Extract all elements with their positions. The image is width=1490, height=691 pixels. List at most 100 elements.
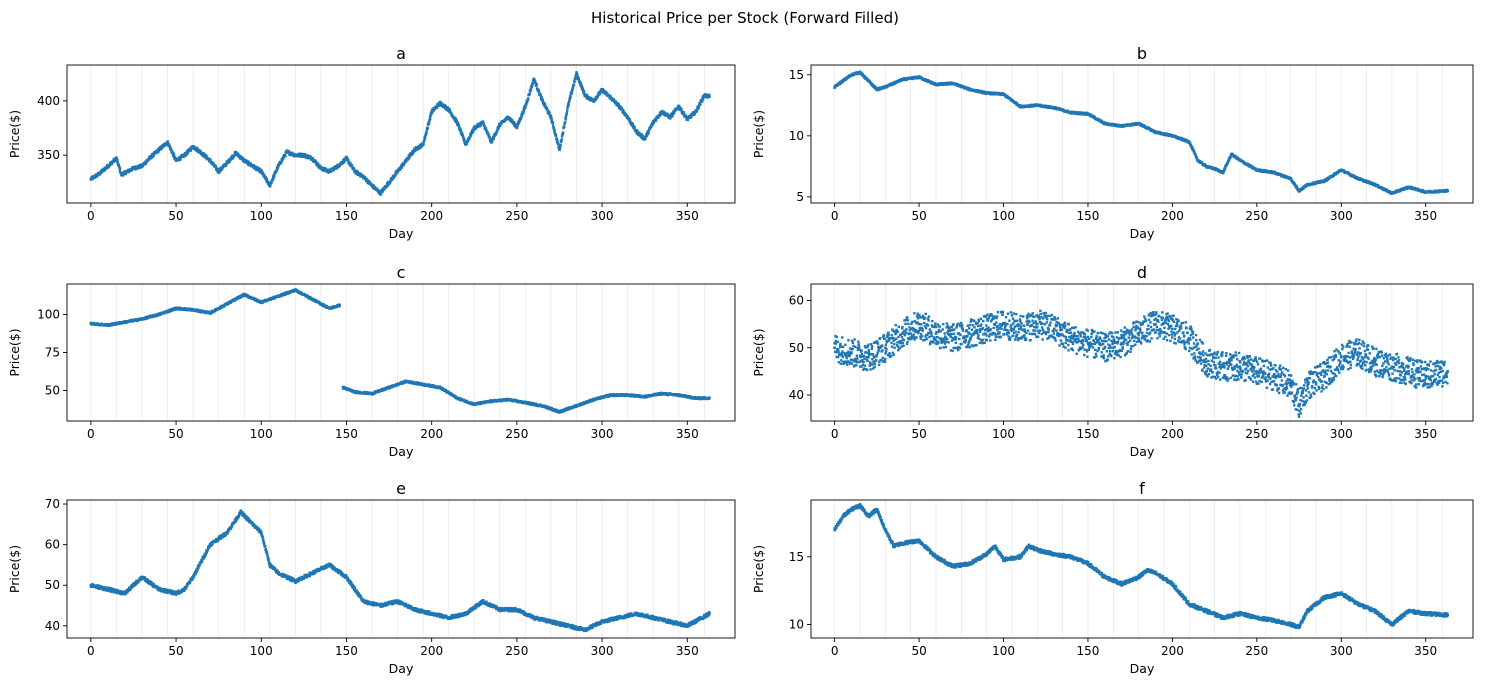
data-point — [1289, 177, 1292, 180]
data-point — [917, 75, 921, 79]
data-point — [408, 156, 411, 160]
data-point — [103, 168, 106, 172]
data-point — [552, 126, 555, 130]
data-point — [336, 164, 340, 168]
data-point — [273, 175, 276, 178]
data-point — [552, 124, 555, 128]
data-point — [1227, 159, 1230, 162]
data-point — [537, 88, 540, 92]
data-point — [549, 115, 553, 119]
data-point — [673, 112, 676, 115]
data-point — [595, 96, 599, 100]
data-point — [1154, 130, 1157, 134]
data-point — [425, 131, 428, 134]
data-point — [671, 114, 675, 117]
data-point — [1190, 145, 1194, 149]
data-point — [495, 131, 498, 135]
data-point — [114, 159, 117, 163]
data-point — [428, 115, 432, 119]
data-point — [1295, 186, 1299, 189]
data-point — [863, 75, 866, 78]
data-point — [1103, 122, 1107, 125]
data-point — [461, 134, 465, 137]
data-point — [494, 133, 498, 136]
data-point — [680, 109, 683, 112]
data-point — [461, 132, 464, 136]
data-point — [564, 118, 567, 121]
data-point — [422, 140, 425, 144]
data-point — [1035, 104, 1039, 107]
data-point — [581, 86, 584, 89]
data-point — [701, 99, 704, 102]
data-point — [234, 151, 238, 155]
data-point — [463, 138, 466, 141]
data-point — [329, 170, 333, 173]
data-point — [346, 158, 350, 162]
data-point — [479, 124, 483, 127]
data-point — [394, 172, 398, 176]
data-point — [392, 176, 396, 179]
data-point — [390, 178, 394, 181]
y-axis-label: Price($) — [751, 110, 766, 158]
data-point — [708, 95, 711, 98]
data-point — [297, 155, 301, 158]
data-point — [437, 104, 441, 107]
data-point — [559, 143, 562, 146]
data-point — [179, 157, 182, 161]
data-point — [496, 129, 499, 132]
data-point — [557, 143, 560, 146]
data-point — [850, 73, 853, 77]
data-point — [858, 71, 862, 74]
data-point — [383, 187, 386, 191]
data-point — [677, 104, 681, 108]
axes-frame — [66, 64, 736, 204]
data-point — [144, 162, 148, 165]
data-point — [1086, 112, 1090, 116]
data-point — [1223, 167, 1227, 171]
data-point — [191, 145, 195, 148]
x-tick-label: 200 — [1161, 209, 1184, 223]
data-point — [985, 91, 988, 95]
data-point — [553, 129, 556, 132]
data-point — [476, 125, 480, 128]
data-point — [435, 106, 439, 109]
data-point — [1221, 171, 1225, 174]
data-point — [212, 162, 215, 165]
data-point — [302, 153, 306, 157]
data-point — [614, 100, 618, 104]
data-point — [567, 102, 570, 105]
data-point — [703, 94, 706, 97]
x-tick-label: 200 — [420, 209, 443, 223]
data-point — [106, 164, 110, 168]
data-point — [951, 82, 955, 85]
data-point — [116, 159, 119, 162]
data-point — [189, 149, 193, 152]
data-point — [1297, 189, 1301, 193]
data-point — [1230, 152, 1233, 156]
data-point — [1002, 93, 1005, 96]
data-point — [535, 83, 538, 87]
data-point — [623, 111, 627, 115]
data-point — [309, 155, 312, 158]
data-point — [1323, 179, 1326, 183]
data-point — [875, 88, 879, 91]
data-point — [454, 117, 458, 121]
data-point — [581, 88, 585, 92]
data-point — [1446, 189, 1449, 193]
data-point — [560, 140, 563, 143]
data-point — [353, 170, 357, 173]
data-point — [1191, 147, 1194, 150]
data-point — [276, 166, 280, 169]
data-point — [214, 165, 218, 168]
data-point — [268, 184, 272, 187]
data-point — [586, 94, 589, 98]
data-point — [362, 175, 365, 179]
data-point — [116, 161, 120, 165]
data-point — [558, 146, 562, 150]
data-point — [285, 150, 289, 154]
data-point — [1204, 165, 1208, 168]
data-point — [389, 180, 392, 183]
data-point — [447, 108, 451, 111]
data-point — [151, 155, 154, 159]
